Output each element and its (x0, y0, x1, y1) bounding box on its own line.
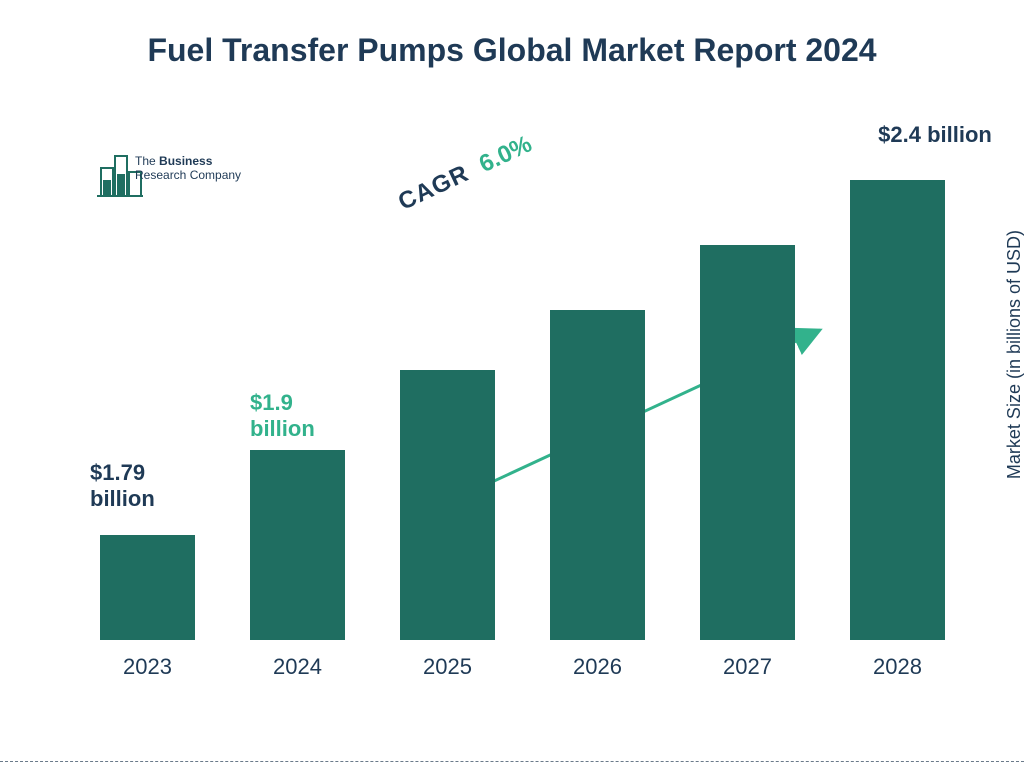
x-label-2024: 2024 (250, 654, 345, 680)
bottom-divider (0, 761, 1024, 762)
chart-title: Fuel Transfer Pumps Global Market Report… (0, 30, 1024, 70)
x-label-2026: 2026 (550, 654, 645, 680)
value-label-2023: $1.79 billion (90, 460, 200, 513)
x-label-2025: 2025 (400, 654, 495, 680)
bar-2025 (400, 370, 495, 640)
y-axis-label: Market Size (in billions of USD) (1004, 230, 1024, 479)
x-label-2023: 2023 (100, 654, 195, 680)
x-label-2027: 2027 (700, 654, 795, 680)
bar-2027 (700, 245, 795, 640)
logo-line1: The (135, 154, 156, 168)
value-label-2024: $1.9 billion (250, 390, 360, 443)
bar-2023 (100, 535, 195, 640)
bar-2028 (850, 180, 945, 640)
value-label-2028: $2.4 billion (860, 122, 1010, 148)
bar-2024 (250, 450, 345, 640)
bar-2026 (550, 310, 645, 640)
x-label-2028: 2028 (850, 654, 945, 680)
bar-chart: $1.79 billion $1.9 billion $2.4 billion … (90, 170, 920, 690)
logo-line2: Business (159, 154, 212, 168)
